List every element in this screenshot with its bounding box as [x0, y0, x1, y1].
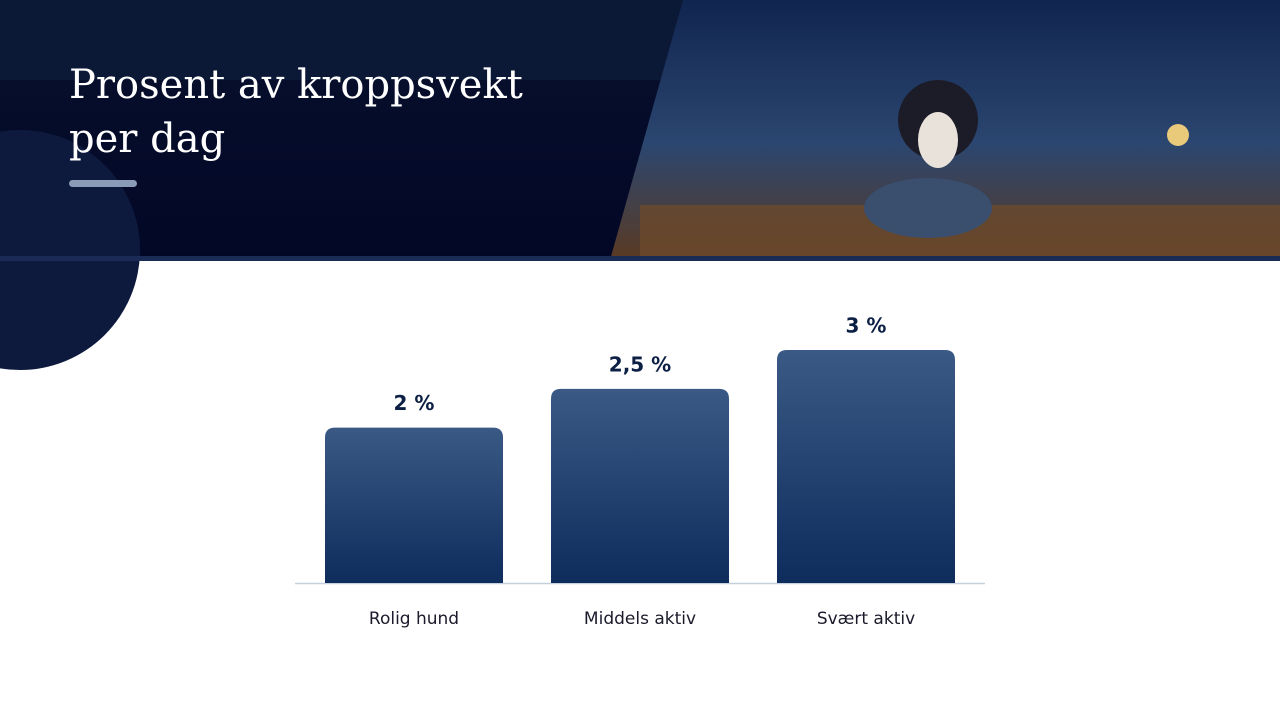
header-edge	[0, 256, 1280, 261]
bowl	[864, 178, 992, 238]
chart-title: Prosent av kroppsvekt per dag	[69, 62, 523, 162]
header-circle	[0, 130, 140, 370]
x-tick-label: Svært aktiv	[817, 609, 915, 629]
title-underline	[69, 180, 137, 187]
x-tick-label: Middels aktiv	[584, 609, 696, 629]
value-label: 3 %	[846, 314, 887, 338]
bar	[325, 427, 503, 583]
bar	[551, 388, 729, 583]
moon	[1167, 124, 1189, 146]
dog-face	[918, 112, 958, 168]
bar	[777, 350, 955, 583]
header-top	[0, 0, 700, 80]
value-label: 2,5 %	[609, 352, 671, 376]
value-label: 2 %	[394, 391, 435, 415]
x-tick-label: Rolig hund	[369, 609, 459, 629]
